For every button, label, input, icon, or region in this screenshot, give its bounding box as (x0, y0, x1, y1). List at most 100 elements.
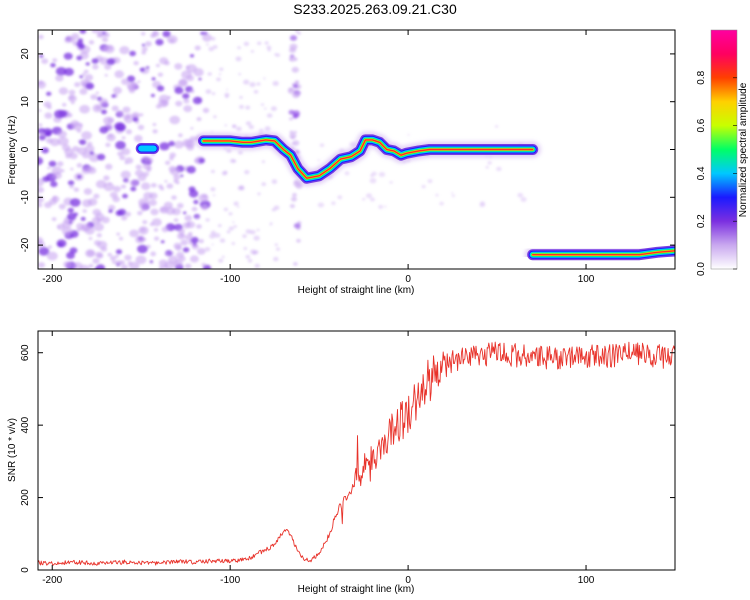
noise-blob (79, 139, 87, 145)
noise-blob (93, 223, 105, 232)
noise-blob (63, 261, 72, 268)
noise-blob (202, 107, 210, 113)
noise-blob (161, 100, 169, 107)
noise-blob (204, 247, 211, 252)
noise-blob (102, 31, 106, 35)
noise-blob (137, 174, 147, 182)
noise-blob (289, 56, 297, 62)
noise-blob (319, 143, 325, 147)
noise-blob (264, 107, 267, 110)
noise-blob (95, 105, 101, 110)
noise-blob (156, 85, 165, 92)
noise-blob (171, 195, 177, 200)
noise-blob (69, 247, 78, 254)
noise-blob (331, 201, 336, 205)
noise-blob (38, 203, 43, 208)
noise-blob (236, 205, 240, 208)
noise-blob (76, 223, 84, 230)
noise-blob (79, 123, 83, 127)
noise-blob (85, 249, 96, 258)
noise-blob (155, 104, 162, 109)
noise-blob (78, 43, 86, 50)
noise-blob (83, 188, 93, 195)
noise-blob (85, 62, 90, 66)
x-tick-label: -200 (42, 575, 62, 586)
noise-blob (117, 208, 127, 216)
noise-blob (296, 238, 301, 243)
noise-blob (61, 227, 73, 236)
noise-blob (213, 115, 217, 119)
noise-blob (297, 31, 301, 35)
noise-blob (292, 110, 300, 117)
noise-blob (151, 218, 162, 227)
noise-blob (378, 172, 386, 177)
noise-blob (79, 75, 84, 79)
noise-blob (186, 221, 191, 225)
colorbar: 0.0 0.2 0.4 0.6 0.8 Normalized spectral ampl… (696, 29, 749, 276)
noise-blob (224, 124, 228, 127)
noise-blob (115, 140, 126, 150)
noise-blob (79, 30, 87, 34)
colorbar-tick-label: 0.6 (696, 118, 707, 132)
noise-blob (155, 63, 160, 68)
noise-blob (101, 46, 108, 52)
noise-blob (219, 238, 226, 243)
noise-blob (210, 36, 216, 41)
noise-blob (70, 120, 80, 128)
noise-blob (115, 254, 119, 258)
noise-blob (137, 124, 145, 130)
noise-blob (47, 105, 52, 110)
noise-blob (110, 255, 117, 261)
noise-blob (124, 254, 132, 261)
noise-blob (38, 123, 43, 127)
noise-blob (45, 130, 51, 135)
noise-blob (362, 197, 366, 201)
noise-blob (176, 251, 185, 258)
noise-blob (189, 255, 199, 263)
noise-blob (231, 242, 236, 245)
colorbar-tick-label: 0.8 (696, 70, 707, 84)
noise-blob (166, 35, 178, 44)
noise-blob (66, 251, 75, 259)
noise-blob (84, 145, 95, 153)
noise-blob (58, 110, 68, 118)
ridge-band (202, 139, 534, 179)
y-tick-label: 600 (20, 344, 31, 361)
noise-blob (80, 216, 86, 221)
noise-blob (97, 218, 102, 223)
noise-blob (263, 77, 266, 80)
noise-blob (154, 236, 160, 241)
noise-blob (157, 72, 164, 77)
noise-blob (69, 198, 81, 207)
noise-blob (63, 67, 74, 76)
noise-blob (89, 151, 95, 155)
noise-blob (194, 45, 201, 51)
noise-blob (293, 223, 301, 229)
noise-blob (266, 45, 272, 50)
noise-blob (160, 240, 165, 244)
spectrogram-y-axis-label: Frequency (Hz) (7, 116, 18, 185)
noise-blob (253, 235, 260, 241)
noise-blob (184, 215, 192, 222)
noise-blob (225, 95, 229, 98)
noise-blob (88, 153, 100, 163)
noise-blob (137, 80, 141, 84)
noise-blob (57, 130, 67, 138)
noise-blob (243, 79, 250, 85)
noise-blob (365, 193, 373, 199)
noise-blob (158, 265, 165, 269)
noise-blob (177, 228, 185, 234)
noise-blob (189, 89, 195, 94)
noise-blob (120, 170, 131, 179)
noise-blob (257, 41, 262, 45)
snr-series-line (38, 341, 675, 566)
noise-blob (451, 192, 454, 194)
noise-blob (236, 126, 242, 132)
noise-blob (47, 245, 52, 249)
noise-blob (46, 251, 58, 261)
noise-blob (257, 192, 261, 196)
noise-blob (133, 61, 139, 66)
noise-blob (192, 96, 203, 105)
noise-blob (216, 77, 221, 82)
noise-blob (122, 193, 128, 199)
